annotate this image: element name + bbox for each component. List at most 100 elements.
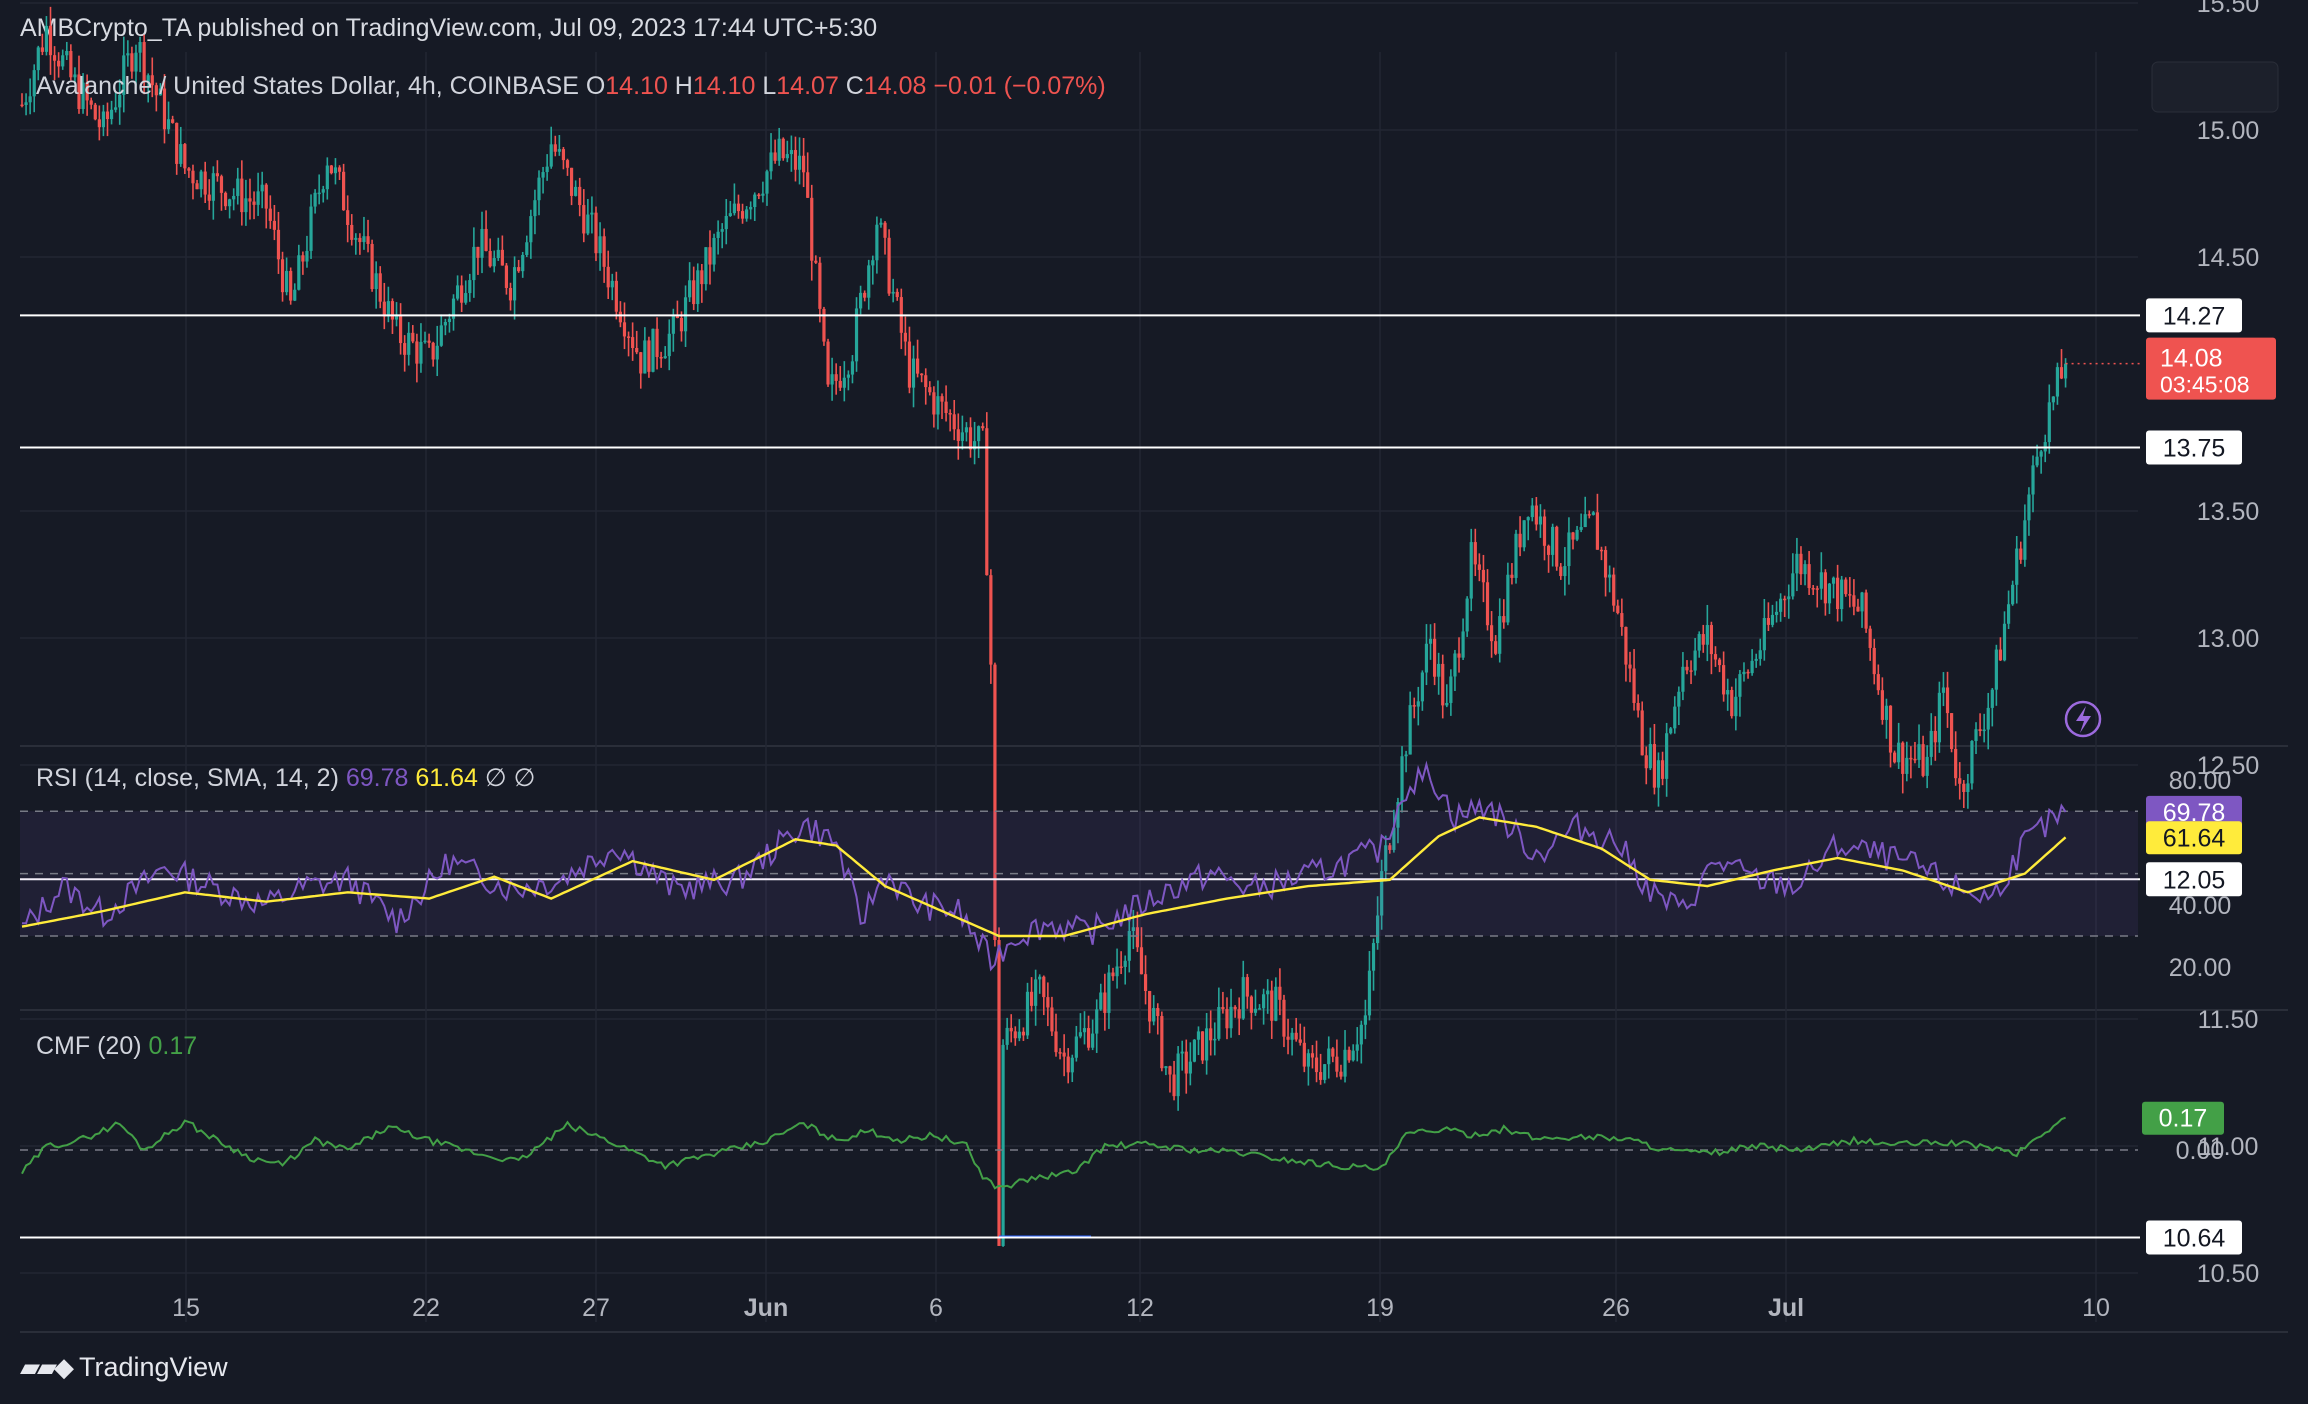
candle-body <box>215 173 220 177</box>
level-tag-label: 12.05 <box>2163 866 2226 894</box>
candle-body <box>977 426 981 442</box>
candle-body <box>708 247 712 265</box>
candle-body <box>1494 641 1498 654</box>
candle-body <box>1457 653 1461 658</box>
candle-body <box>1840 579 1844 610</box>
rsi-sma-value-tag-label: 61.64 <box>2163 824 2226 852</box>
candle-body <box>1070 1057 1074 1073</box>
candle-body <box>1860 592 1864 612</box>
candle-body <box>964 427 969 433</box>
candle-body <box>1180 1051 1184 1054</box>
candle-body <box>146 75 150 83</box>
candle-body <box>1746 671 1750 674</box>
candle-body <box>248 198 252 202</box>
candle-body <box>73 74 77 78</box>
candle-body <box>443 322 447 326</box>
candle-body <box>476 246 480 258</box>
candle-body <box>44 25 49 52</box>
candle-body <box>40 47 44 52</box>
candle-body <box>1375 915 1380 944</box>
candle-body <box>1355 1044 1359 1051</box>
candle-body <box>394 314 399 320</box>
candle-body <box>1514 533 1518 578</box>
price-tick-label: 11.00 <box>2198 1133 2259 1161</box>
candle-body <box>883 222 887 238</box>
candle-body <box>1115 966 1119 977</box>
candle-body <box>1852 595 1856 607</box>
candle-body <box>1038 976 1042 980</box>
candle-body <box>333 167 338 174</box>
candle-body <box>276 229 281 260</box>
candle-body <box>175 122 179 164</box>
candle-body <box>549 144 553 167</box>
candle-body <box>1734 696 1738 717</box>
candle-body <box>903 332 907 342</box>
rsi-legend-extra: ∅ <box>485 764 514 792</box>
rsi-legend: RSI (14, close, SMA, 14, 2) 69.78 61.64 … <box>36 764 535 792</box>
candle-body <box>260 184 264 192</box>
candle-body <box>1868 628 1872 648</box>
rsi-tick-label: 20.00 <box>2169 954 2232 982</box>
candle-body <box>688 280 692 298</box>
candle-body <box>2063 363 2068 379</box>
candle-body <box>1249 996 1254 1013</box>
rsi-sma-line <box>21 816 2067 938</box>
candle-body <box>350 224 354 240</box>
legend-l-label: L <box>762 72 776 100</box>
rsi-value-tag <box>2146 795 2242 829</box>
candle-body <box>1669 728 1673 734</box>
candle-body <box>1563 566 1567 577</box>
candle-body <box>134 52 138 72</box>
candle-body <box>1013 1031 1017 1039</box>
candle-body <box>1233 1006 1237 1010</box>
candle-body <box>647 340 651 372</box>
candle-body <box>1974 729 1978 742</box>
candle-body <box>2023 520 2027 560</box>
candle-body <box>354 237 358 240</box>
candle-body <box>20 104 24 107</box>
candle-body <box>631 337 635 348</box>
candle-body <box>1587 514 1591 516</box>
candle-body <box>924 375 928 388</box>
candle-body <box>802 155 806 173</box>
x-tick-label: 10 <box>2082 1294 2110 1322</box>
price-tick-label: 15.00 <box>2197 117 2260 145</box>
candle-body <box>1905 757 1909 774</box>
candle-body <box>236 178 240 196</box>
tradingview-footer[interactable]: ▰▰◆ TradingView <box>20 1352 228 1383</box>
candle-body <box>1901 742 1905 774</box>
candle-body <box>1803 564 1807 575</box>
legend-c-label: C <box>846 72 864 100</box>
candle-body <box>403 343 407 355</box>
candle-body <box>745 209 749 219</box>
candle-body <box>1432 638 1437 677</box>
legend-o-label: O <box>586 72 605 100</box>
candle-body <box>1050 1007 1054 1032</box>
candle-body <box>1196 1031 1201 1040</box>
candle-body <box>1188 1061 1192 1074</box>
candle-body <box>989 575 993 665</box>
candle-body <box>1542 516 1547 546</box>
rsi-line <box>22 760 2067 972</box>
candle-body <box>280 259 285 293</box>
rsi-legend-name: RSI (14, close, SMA, 14, 2) <box>36 764 346 792</box>
candle-body <box>2059 367 2064 379</box>
candle-body <box>1310 1053 1315 1058</box>
candle-body <box>529 216 533 243</box>
candle-body <box>69 50 73 78</box>
level-tag-label: 10.64 <box>2163 1224 2226 1252</box>
candle-body <box>431 342 435 360</box>
candle-body <box>822 308 826 342</box>
candle-body <box>289 270 293 301</box>
candle-body <box>1856 606 1860 612</box>
candle-body <box>285 270 289 293</box>
candle-body <box>793 150 798 170</box>
candle-body <box>1176 1053 1180 1097</box>
candle-body <box>545 166 549 173</box>
candle-body <box>586 214 590 234</box>
candle-body <box>1343 1049 1347 1077</box>
candle-body <box>508 287 513 301</box>
candle-body <box>797 155 802 170</box>
candle-body <box>887 237 891 294</box>
